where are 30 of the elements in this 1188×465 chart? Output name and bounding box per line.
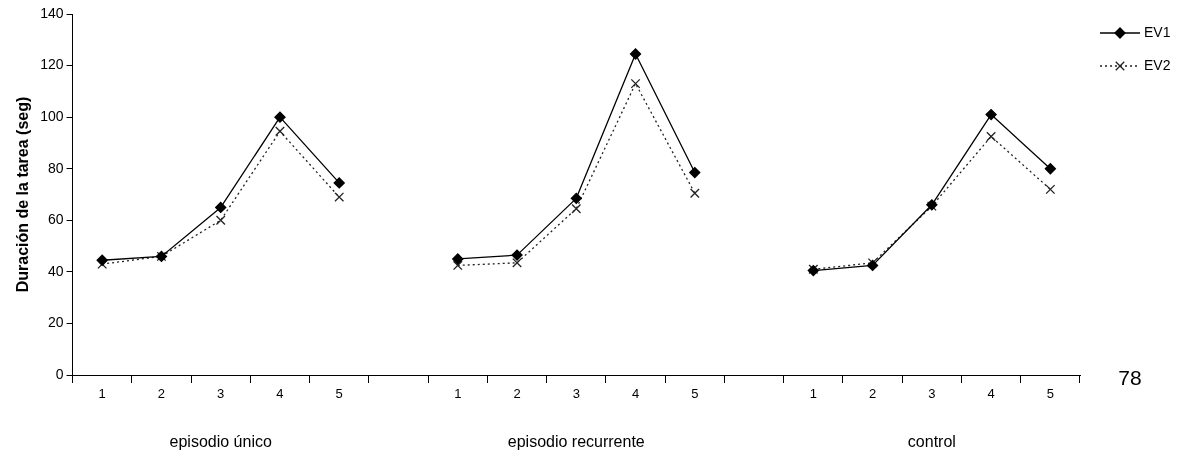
- y-tick-label: 0: [55, 365, 64, 382]
- x-tick-label: 4: [987, 386, 995, 402]
- legend-label: EV1: [1144, 23, 1171, 40]
- y-tick-label: 80: [47, 159, 64, 176]
- x-tick-label: 2: [868, 386, 877, 402]
- text: control: [907, 433, 956, 450]
- x-tick-label: 2: [157, 386, 166, 402]
- text: episodio único: [169, 433, 272, 450]
- x-tick-label: 5: [1046, 386, 1054, 402]
- x-tick-label: 5: [691, 386, 699, 402]
- x-tick-label: 3: [572, 386, 580, 402]
- y-tick-label: 100: [40, 108, 64, 124]
- y-tick-label: 120: [40, 56, 64, 73]
- x-tick-label: 3: [217, 386, 225, 402]
- x-tick-label: 4: [631, 386, 640, 402]
- x-tick-label: 4: [276, 386, 284, 402]
- y-tick-label: 20: [47, 314, 64, 331]
- y-axis-title: Duración de la tarea (seg): [14, 96, 32, 293]
- x-tick-label: 3: [928, 386, 936, 402]
- x-tick-label: 1: [98, 386, 106, 402]
- x-tick-label: 1: [454, 386, 462, 402]
- y-tick-label: 140: [40, 4, 64, 21]
- x-tick-label: 1: [809, 386, 817, 402]
- text: 78: [1118, 366, 1142, 389]
- legend-label: EV2: [1144, 56, 1171, 73]
- y-tick-label: 60: [47, 211, 64, 228]
- x-tick-label: 5: [335, 386, 343, 402]
- y-tick-label: 40: [47, 262, 64, 279]
- x-tick-label: 2: [513, 386, 521, 402]
- text: episodio recurrente: [507, 433, 645, 450]
